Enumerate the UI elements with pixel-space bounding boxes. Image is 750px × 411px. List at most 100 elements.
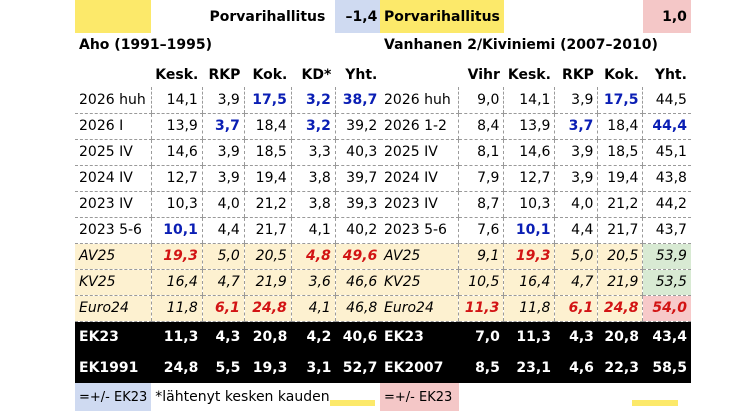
ek-row: EK2007 8,5 23,1 4,6 22,3 58,5 — [380, 352, 691, 383]
table-cell: 7,6 — [458, 217, 504, 244]
ek-row: EK1991 24,8 5,5 19,3 3,1 52,7 — [75, 352, 382, 383]
right-panel: Porvarihallitus 1,0 Vanhanen 2/Kiviniemi… — [380, 0, 691, 411]
table-cell: 21,2 — [243, 191, 292, 218]
column-header: KD* — [301, 67, 332, 83]
table-cell: 21,9 — [243, 269, 292, 296]
table-cell: 11,8 — [150, 295, 203, 322]
table-cell: 18,5 — [243, 139, 292, 166]
table-cell: 7,9 — [458, 165, 504, 192]
table-cell: 3,7 — [201, 113, 245, 140]
table-cell: 19,4 — [243, 165, 292, 192]
column-header: Kok. — [604, 67, 639, 83]
table-cell: 9,1 — [458, 243, 504, 270]
table-cell: 6,1 — [201, 295, 245, 322]
table-cell: 44,2 — [642, 191, 691, 218]
table-cell: 18,5 — [597, 139, 643, 166]
table-cell: 46,8 — [334, 295, 382, 322]
table-cell: 22,3 — [597, 352, 643, 383]
table-cell: 19,4 — [597, 165, 643, 192]
bottom-yellow-bar — [632, 400, 678, 406]
table-cell: 39,2 — [334, 113, 382, 140]
table-cell: 3,3 — [290, 139, 336, 166]
left-header-value: –1,4 — [335, 0, 382, 33]
row-label: 2023 5-6 — [75, 217, 152, 244]
table-cell: 58,5 — [642, 352, 691, 383]
table-cell: 4,0 — [201, 191, 245, 218]
footer-note: *lähtenyt kesken kauden — [155, 389, 330, 405]
table-cell: 11,3 — [503, 321, 555, 352]
left-table: Porvarihallitus –1,4 Aho (1991–1995) Kes… — [75, 0, 382, 411]
poll-row: Euro24 11,8 6,1 24,8 4,1 46,8 — [75, 295, 382, 322]
table-cell: 21,2 — [597, 191, 643, 218]
row-label: 2026 huh — [380, 87, 459, 114]
table-cell: 23,1 — [503, 352, 555, 383]
row-label: 2023 IV — [380, 191, 459, 218]
table-cell: 10,1 — [150, 217, 203, 244]
left-panel: Porvarihallitus –1,4 Aho (1991–1995) Kes… — [75, 0, 382, 411]
table-cell: 43,4 — [642, 321, 691, 352]
table-cell: 21,7 — [597, 217, 643, 244]
column-header: Yht. — [654, 67, 687, 83]
table-cell: 7,0 — [458, 321, 504, 352]
bottom-yellow-bar — [330, 400, 375, 406]
table-cell: 10,3 — [150, 191, 203, 218]
table-cell: 54,0 — [642, 295, 691, 322]
table-cell: 3,2 — [290, 87, 336, 114]
table-cell: 24,8 — [151, 352, 203, 383]
table-cell: 40,3 — [334, 139, 382, 166]
legend-blue-box: =+/- EK23 — [75, 383, 152, 411]
table-row: 2023 IV 10,3 4,0 21,2 3,8 39,3 — [75, 191, 382, 218]
table-cell: 12,7 — [503, 165, 555, 192]
table-cell: 4,1 — [290, 295, 336, 322]
table-cell: 5,5 — [202, 352, 245, 383]
table-cell: 45,1 — [642, 139, 691, 166]
left-header-row: Porvarihallitus –1,4 — [75, 0, 382, 33]
table-cell: 20,5 — [243, 243, 292, 270]
table-cell: 8,1 — [458, 139, 504, 166]
left-column-headers: Kesk. RKP Kok. KD* Yht. — [75, 57, 381, 87]
right-subtitle: Vanhanen 2/Kiviniemi (2007–2010) — [384, 37, 658, 53]
row-label: 2024 IV — [380, 165, 459, 192]
table-cell: 3,9 — [201, 139, 245, 166]
table-row: 2026 huh 14,1 3,9 17,5 3,2 38,7 — [75, 87, 382, 114]
table-cell: 44,4 — [642, 113, 691, 140]
table-cell: 3,9 — [554, 139, 598, 166]
table-row: 2023 5-6 7,6 10,1 4,4 21,7 43,7 — [380, 217, 691, 244]
row-label: AV25 — [75, 243, 152, 270]
table-cell: 17,5 — [597, 87, 643, 114]
table-cell: 11,8 — [503, 295, 555, 322]
ek-row: EK23 7,0 11,3 4,3 20,8 43,4 — [380, 321, 691, 352]
table-cell: 3,8 — [290, 165, 336, 192]
table-cell: 38,7 — [334, 87, 382, 114]
table-cell: 5,0 — [554, 243, 598, 270]
table-cell: 14,1 — [150, 87, 203, 114]
table-row: 2023 5-6 10,1 4,4 21,7 4,1 40,2 — [75, 217, 382, 244]
poll-row: KV25 10,5 16,4 4,7 21,9 53,5 — [380, 269, 691, 296]
table-row: 2024 IV 7,9 12,7 3,9 19,4 43,8 — [380, 165, 691, 192]
table-cell: 4,7 — [201, 269, 245, 296]
table-cell: 24,8 — [243, 295, 292, 322]
poll-row: KV25 16,4 4,7 21,9 3,6 46,6 — [75, 269, 382, 296]
table-cell: 18,4 — [597, 113, 643, 140]
table-cell: 49,6 — [334, 243, 382, 270]
table-cell: 4,1 — [290, 217, 336, 244]
table-row: 2026 huh 9,0 14,1 3,9 17,5 44,5 — [380, 87, 691, 114]
table-row: 2023 IV 8,7 10,3 4,0 21,2 44,2 — [380, 191, 691, 218]
column-header: Kok. — [252, 67, 288, 83]
legend-pink-box: =+/- EK23 — [380, 383, 459, 411]
table-cell: 4,3 — [554, 321, 598, 352]
table-cell: 8,4 — [458, 113, 504, 140]
table-cell: 4,7 — [554, 269, 598, 296]
table-cell: 3,9 — [554, 87, 598, 114]
table-cell: 12,7 — [150, 165, 203, 192]
table-cell: 14,6 — [150, 139, 203, 166]
row-label: Euro24 — [75, 295, 152, 322]
left-footer: =+/- EK23 *lähtenyt kesken kauden — [75, 383, 381, 411]
row-label: 2023 IV — [75, 191, 152, 218]
table-cell: 8,5 — [458, 352, 504, 383]
right-footer: =+/- EK23 — [380, 383, 691, 411]
right-table: Porvarihallitus 1,0 Vanhanen 2/Kiviniemi… — [380, 0, 691, 411]
row-label: 2025 IV — [380, 139, 459, 166]
row-label: 2026 huh — [75, 87, 152, 114]
poll-row: AV25 19,3 5,0 20,5 4,8 49,6 — [75, 243, 382, 270]
